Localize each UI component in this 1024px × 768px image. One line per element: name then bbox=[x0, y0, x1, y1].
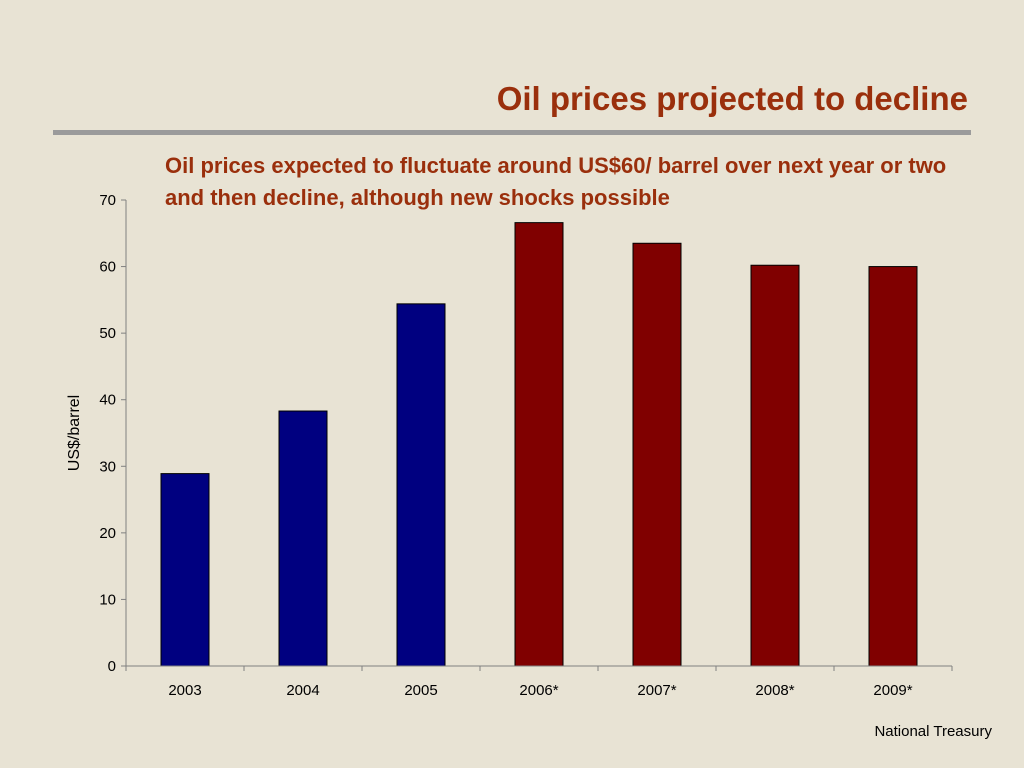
x-ticks-group: 2003 2004 2005 2006* 2007* 2008* 2009* bbox=[125, 666, 953, 699]
bars-group bbox=[160, 222, 918, 667]
bar-2008-projected bbox=[750, 264, 800, 667]
title-divider bbox=[53, 130, 971, 135]
y-tick-label: 20 bbox=[99, 525, 116, 542]
bar-2006-projected bbox=[514, 222, 564, 667]
y-tick-label: 0 bbox=[108, 658, 116, 675]
x-tick-label: 2006* bbox=[519, 682, 558, 699]
bar-2009-projected bbox=[868, 266, 918, 667]
y-tick-label: 50 bbox=[99, 325, 116, 342]
y-tick-label: 70 bbox=[99, 192, 116, 209]
x-tick-label: 2009* bbox=[873, 682, 912, 699]
x-tick-label: 2007* bbox=[637, 682, 676, 699]
y-tick-label: 40 bbox=[99, 392, 116, 409]
bar-2005 bbox=[396, 303, 446, 667]
bar-2004 bbox=[278, 410, 328, 667]
y-tick-label: 10 bbox=[99, 591, 116, 608]
bar-2007-projected bbox=[632, 242, 682, 667]
slide-title: Oil prices projected to decline bbox=[496, 80, 968, 117]
y-tick-label: 30 bbox=[99, 458, 116, 475]
y-ticks-group: 0 10 20 30 40 50 60 70 bbox=[99, 192, 126, 675]
x-tick-label: 2005 bbox=[404, 682, 437, 699]
x-tick-label: 2008* bbox=[755, 682, 794, 699]
slide-subtitle: Oil prices expected to fluctuate around … bbox=[165, 153, 947, 210]
y-axis-label: US$/barrel bbox=[66, 395, 83, 471]
footer-source: National Treasury bbox=[874, 723, 992, 740]
x-tick-label: 2004 bbox=[286, 682, 319, 699]
y-tick-label: 60 bbox=[99, 259, 116, 276]
x-tick-label: 2003 bbox=[168, 682, 201, 699]
bar-2003 bbox=[160, 473, 210, 667]
